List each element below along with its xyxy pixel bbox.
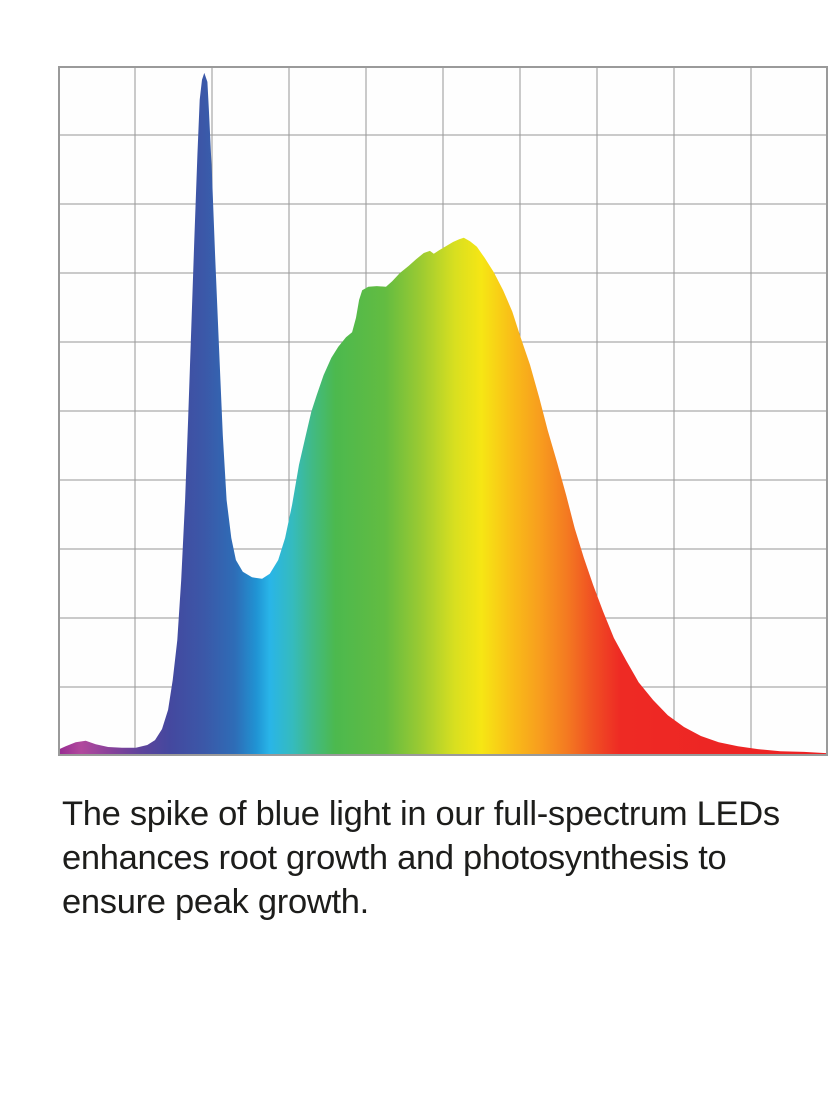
spectrum-chart-svg bbox=[58, 66, 828, 756]
led-spectrum-chart bbox=[58, 66, 828, 756]
chart-border bbox=[58, 66, 828, 756]
caption-line-1: The spike of blue light in our full-spec… bbox=[62, 795, 780, 833]
caption-line-2: enhances root growth and photosynthesis … bbox=[62, 839, 727, 877]
caption: The spike of blue light in our full-spec… bbox=[62, 792, 792, 924]
caption-line-3: ensure peak growth. bbox=[62, 883, 369, 921]
spectrum-area bbox=[58, 72, 828, 756]
